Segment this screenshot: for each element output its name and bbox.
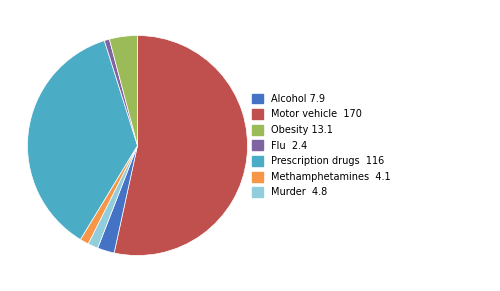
Wedge shape bbox=[28, 41, 138, 239]
Wedge shape bbox=[98, 146, 138, 253]
Wedge shape bbox=[88, 146, 138, 248]
Wedge shape bbox=[110, 36, 138, 146]
Wedge shape bbox=[114, 36, 248, 255]
Wedge shape bbox=[104, 39, 138, 146]
Wedge shape bbox=[80, 146, 138, 244]
Legend: Alcohol 7.9, Motor vehicle  170, Obesity 13.1, Flu  2.4, Prescription drugs  116: Alcohol 7.9, Motor vehicle 170, Obesity … bbox=[247, 89, 396, 202]
